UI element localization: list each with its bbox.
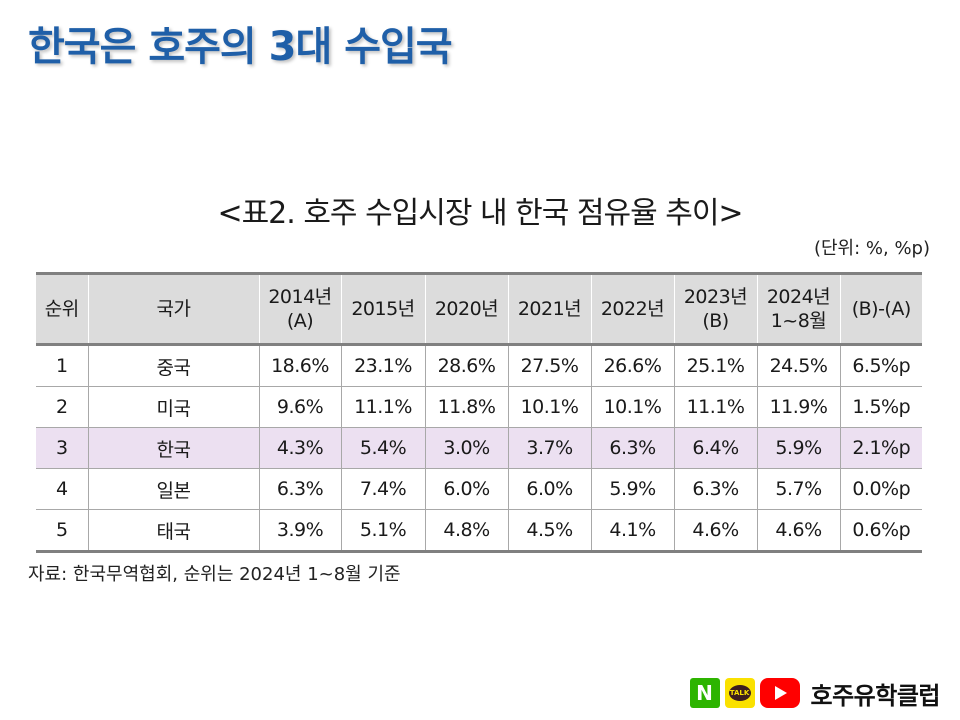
table-row: 4 일본 6.3% 7.4% 6.0% 6.0% 5.9% 6.3% 5.7% … [36, 468, 922, 510]
table-row: 2 미국 9.6% 11.1% 11.8% 10.1% 10.1% 11.1% … [36, 386, 922, 428]
cell-value: 4.8% [425, 509, 509, 553]
header-rank: 순위 [36, 272, 89, 346]
cell-value: 6.0% [508, 468, 592, 510]
table-caption: <표2. 호주 수입시장 내 한국 점유율 추이> [217, 196, 743, 231]
import-share-table: 순위 국가 2014년 (A) 2015년 2020년 2021년 2022년 2… [36, 272, 922, 553]
cell-value: 11.1% [674, 386, 758, 428]
unit-note: (단위: %, %p) [813, 238, 930, 259]
cell-rank: 3 [36, 427, 89, 469]
table-row-highlighted: 3 한국 4.3% 5.4% 3.0% 3.7% 6.3% 6.4% 5.9% … [36, 427, 922, 469]
cell-rank: 4 [36, 468, 89, 510]
brand-name: 호주유학클럽 [810, 681, 941, 710]
header-2021: 2021년 [508, 272, 592, 346]
header-2020: 2020년 [425, 272, 509, 346]
cell-value: 5.4% [341, 427, 426, 469]
cell-rank: 1 [36, 344, 89, 387]
cell-value: 24.5% [757, 344, 841, 387]
cell-value: 10.1% [508, 386, 592, 428]
cell-value: 11.9% [757, 386, 841, 428]
source-note: 자료: 한국무역협회, 순위는 2024년 1~8월 기준 [28, 564, 401, 585]
header-2024: 2024년 1~8월 [757, 272, 841, 346]
cell-value: 6.3% [259, 468, 342, 510]
cell-rank: 5 [36, 509, 89, 553]
cell-country: 한국 [88, 427, 260, 469]
brand-bar: N TALK 호주유학클럽 [689, 676, 941, 710]
naver-icon[interactable]: N [689, 678, 720, 708]
header-2023: 2023년 (B) [674, 272, 758, 346]
cell-value: 5.7% [757, 468, 841, 510]
play-icon [775, 686, 788, 700]
header-2022: 2022년 [591, 272, 675, 346]
cell-country: 미국 [88, 386, 260, 428]
cell-value: 6.4% [674, 427, 758, 469]
table-row: 1 중국 18.6% 23.1% 28.6% 27.5% 26.6% 25.1%… [36, 344, 922, 387]
youtube-icon[interactable] [759, 678, 800, 708]
cell-value: 11.8% [425, 386, 509, 428]
cell-value: 11.1% [341, 386, 426, 428]
cell-value: 6.3% [674, 468, 758, 510]
cell-country: 중국 [88, 344, 260, 387]
cell-value: 4.6% [757, 509, 841, 553]
cell-value: 3.7% [508, 427, 592, 469]
cell-change: 1.5%p [840, 386, 922, 428]
cell-value: 4.3% [259, 427, 342, 469]
cell-value: 4.5% [508, 509, 592, 553]
cell-value: 18.6% [259, 344, 342, 387]
cell-change: 2.1%p [840, 427, 922, 469]
header-2014: 2014년 (A) [259, 272, 342, 346]
header-country: 국가 [88, 272, 260, 346]
cell-value: 5.9% [757, 427, 841, 469]
cell-value: 23.1% [341, 344, 426, 387]
cell-country: 일본 [88, 468, 260, 510]
cell-value: 5.1% [341, 509, 426, 553]
cell-value: 4.6% [674, 509, 758, 553]
cell-value: 3.9% [259, 509, 342, 553]
cell-change: 0.0%p [840, 468, 922, 510]
cell-value: 7.4% [341, 468, 426, 510]
cell-change: 6.5%p [840, 344, 922, 387]
cell-value: 10.1% [591, 386, 675, 428]
cell-value: 3.0% [425, 427, 509, 469]
cell-rank: 2 [36, 386, 89, 428]
cell-change: 0.6%p [840, 509, 922, 553]
cell-value: 28.6% [425, 344, 509, 387]
cell-value: 4.1% [591, 509, 675, 553]
table-header-row: 순위 국가 2014년 (A) 2015년 2020년 2021년 2022년 2… [36, 272, 922, 346]
cell-value: 27.5% [508, 344, 592, 387]
cell-value: 6.0% [425, 468, 509, 510]
cell-value: 6.3% [591, 427, 675, 469]
cell-value: 25.1% [674, 344, 758, 387]
header-2015: 2015년 [341, 272, 426, 346]
kakaotalk-icon[interactable]: TALK [724, 678, 755, 708]
cell-value: 9.6% [259, 386, 342, 428]
cell-value: 5.9% [591, 468, 675, 510]
slide-title: 한국은 호주의 3대 수입국 [28, 24, 453, 70]
table-row: 5 태국 3.9% 5.1% 4.8% 4.5% 4.1% 4.6% 4.6% … [36, 509, 922, 553]
cell-country: 태국 [88, 509, 260, 553]
header-change: (B)-(A) [840, 272, 922, 346]
cell-value: 26.6% [591, 344, 675, 387]
kakaotalk-label: TALK [728, 685, 751, 701]
